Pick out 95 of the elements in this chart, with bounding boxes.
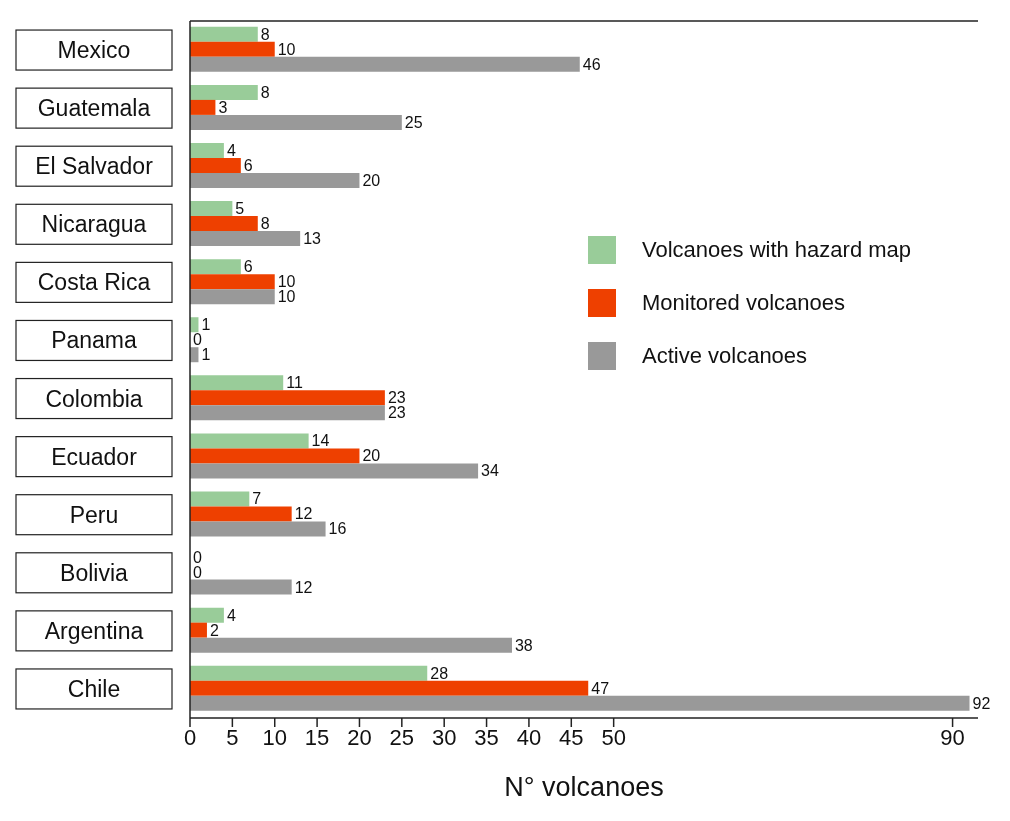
data-label: 20	[362, 171, 381, 189]
data-label: 47	[591, 679, 610, 697]
y-tick-label: Colombia	[45, 385, 143, 412]
data-label: 4	[226, 141, 236, 159]
data-label: 25	[404, 113, 423, 131]
y-tick-label: El Salvador	[35, 153, 154, 180]
y-tick-label: Costa Rica	[37, 269, 151, 296]
bar	[190, 390, 385, 406]
x-tick-label: 90	[940, 724, 965, 750]
bar	[190, 491, 250, 507]
bar	[190, 56, 580, 72]
data-label: 1	[201, 316, 211, 334]
y-tick-label: Ecuador	[51, 443, 138, 470]
bar	[190, 201, 233, 217]
data-label: 12	[294, 505, 313, 523]
data-label: 8	[260, 83, 270, 101]
data-label: 10	[277, 273, 296, 291]
bar	[190, 521, 326, 537]
x-tick-label: 20	[347, 724, 372, 750]
x-tick-label: 35	[474, 724, 499, 750]
bar	[190, 289, 275, 305]
bar	[190, 375, 284, 391]
bar	[190, 142, 224, 158]
y-tick-label: Panama	[51, 327, 138, 354]
x-tick-label: 10	[262, 724, 287, 750]
y-tick-label: Argentina	[44, 617, 144, 644]
x-tick-label: 25	[389, 724, 415, 750]
data-label: 13	[303, 230, 322, 248]
data-label: 20	[362, 447, 381, 465]
bar	[190, 433, 309, 449]
legend-label: Active volcanoes	[642, 342, 808, 369]
y-tick-label: Nicaragua	[41, 211, 147, 238]
data-label: 14	[311, 432, 330, 450]
data-label: 0	[193, 331, 203, 349]
data-label: 11	[286, 374, 303, 392]
data-label: 8	[260, 215, 270, 233]
bar	[190, 579, 292, 595]
bar	[190, 622, 207, 638]
data-label: 6	[243, 258, 253, 276]
bar	[190, 172, 360, 188]
data-label: 46	[582, 55, 601, 73]
data-label: 23	[387, 404, 406, 422]
bar	[190, 607, 224, 623]
x-tick-label: 0	[183, 724, 197, 750]
bar	[190, 695, 970, 711]
legend-label: Monitored volcanoes	[642, 289, 846, 316]
data-label: 7	[252, 490, 262, 508]
bar	[190, 99, 216, 115]
x-axis-title: N° volcanoes	[504, 772, 664, 802]
x-tick-label: 40	[516, 724, 542, 750]
bar	[190, 231, 301, 247]
y-tick-label: Peru	[69, 501, 119, 528]
bar	[190, 259, 241, 275]
bar	[190, 157, 241, 173]
data-label: 34	[481, 462, 499, 480]
data-label: 38	[514, 636, 533, 654]
bar	[190, 463, 479, 479]
data-label: 0	[193, 563, 203, 581]
data-label: 28	[430, 664, 449, 682]
bar	[190, 274, 275, 290]
bar	[190, 448, 360, 464]
data-label: 16	[328, 520, 347, 538]
data-label: 10	[277, 288, 296, 306]
data-label: 3	[218, 98, 228, 116]
bar	[190, 41, 275, 57]
data-label: 4	[226, 606, 236, 624]
bar	[190, 216, 258, 232]
y-tick-label: Bolivia	[60, 559, 129, 586]
x-tick-label: 5	[226, 724, 239, 750]
data-label: 6	[243, 156, 253, 174]
bar	[190, 405, 385, 421]
data-label: 0	[193, 548, 203, 566]
bar	[190, 680, 589, 696]
data-label: 2	[209, 621, 219, 639]
bar	[190, 114, 402, 130]
bar	[190, 26, 258, 42]
data-label: 5	[235, 200, 245, 218]
data-label: 23	[387, 389, 406, 407]
bar	[190, 84, 258, 100]
data-label: 1	[201, 346, 211, 364]
x-tick-label: 15	[304, 724, 330, 750]
x-tick-label: 50	[601, 724, 626, 750]
y-tick-label: Mexico	[57, 37, 131, 64]
bar	[190, 665, 428, 681]
bar	[190, 637, 512, 653]
data-label: 8	[260, 25, 270, 43]
y-tick-label: Guatemala	[37, 95, 151, 122]
data-label: 10	[277, 40, 296, 58]
data-label: 92	[972, 694, 991, 712]
legend-label: Volcanoes with hazard map	[642, 236, 912, 263]
y-tick-label: Chile	[67, 675, 121, 702]
data-label: 12	[294, 578, 313, 596]
bar	[190, 506, 292, 522]
x-tick-label: 45	[559, 724, 584, 750]
x-tick-label: 30	[431, 724, 457, 750]
